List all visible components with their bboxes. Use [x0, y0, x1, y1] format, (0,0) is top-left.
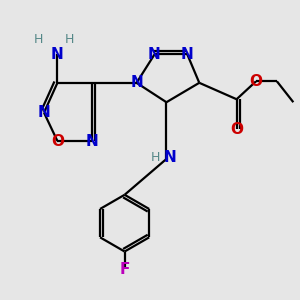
Text: O: O — [250, 74, 262, 89]
Text: N: N — [51, 47, 64, 62]
Text: N: N — [148, 47, 161, 62]
Text: O: O — [230, 122, 243, 136]
Text: N: N — [38, 105, 50, 120]
Text: N: N — [130, 75, 143, 90]
Text: O: O — [51, 134, 64, 148]
Text: H: H — [150, 151, 160, 164]
Text: N: N — [164, 150, 176, 165]
Text: F: F — [119, 262, 130, 277]
Text: H: H — [33, 33, 43, 46]
Text: H: H — [65, 33, 74, 46]
Text: N: N — [85, 134, 98, 148]
Text: N: N — [181, 47, 194, 62]
